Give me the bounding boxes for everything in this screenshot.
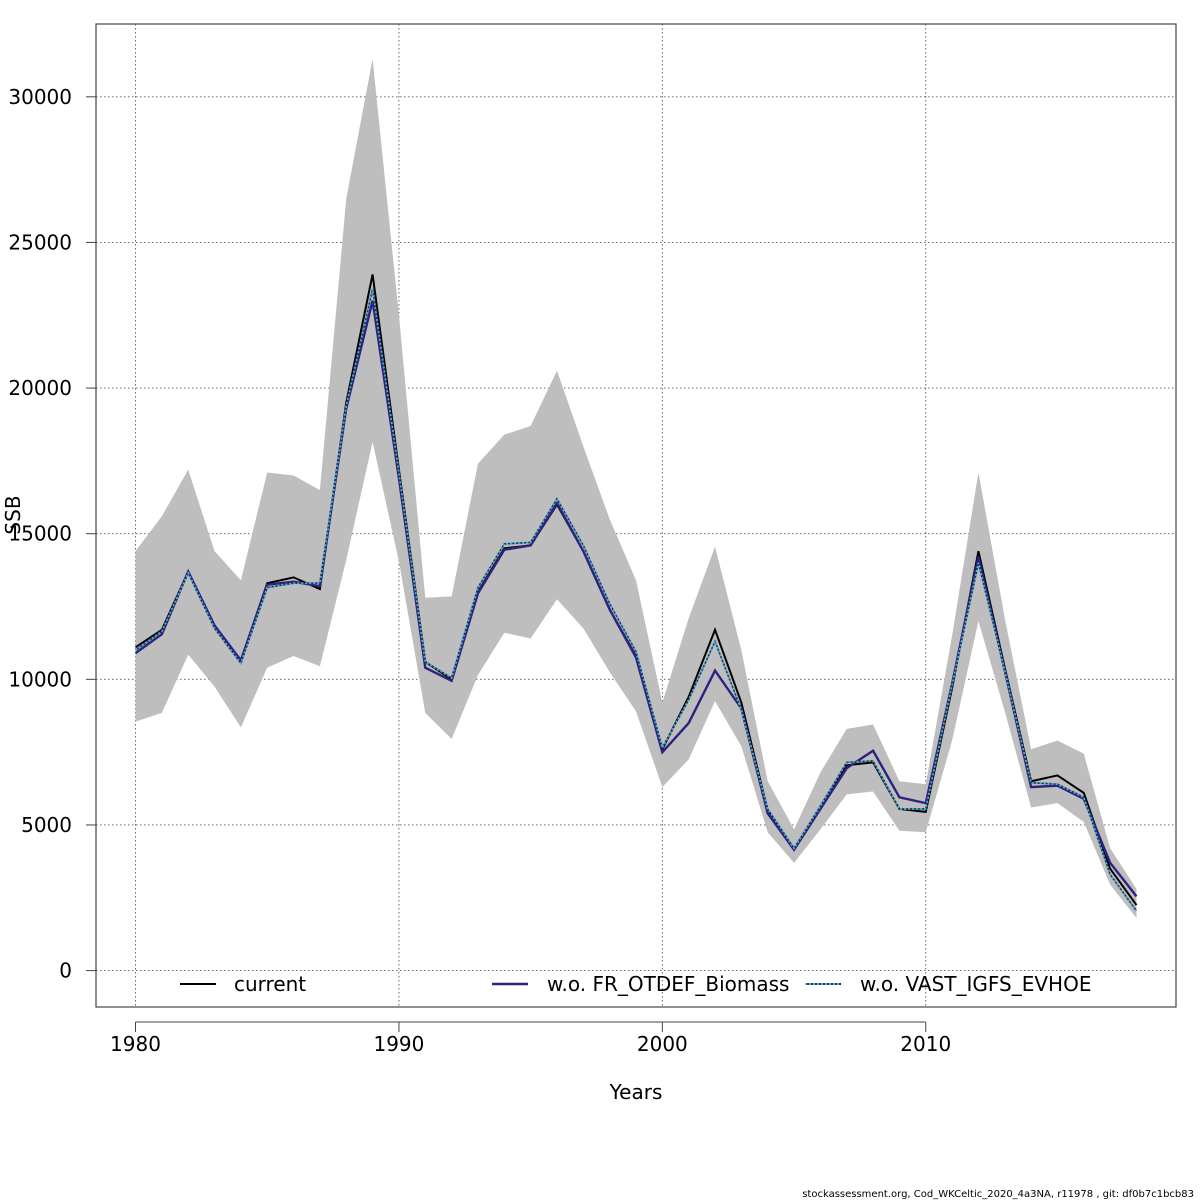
- legend-label-current: current: [234, 972, 306, 996]
- x-tick-label: 1990: [373, 1032, 424, 1056]
- confidence-band-layer: [135, 58, 1137, 919]
- confidence-band: [135, 58, 1137, 919]
- y-axis-title: SSB: [1, 495, 25, 534]
- x-axis-title: Years: [609, 1080, 663, 1104]
- legend-label-w-o-fr-otdef-biomass: w.o. FR_OTDEF_Biomass: [547, 972, 789, 996]
- y-tick-label: 20000: [8, 376, 72, 400]
- legend: current w.o. FR_OTDEF_Biomass w.o. VAST_…: [180, 972, 1091, 996]
- y-tick-label: 25000: [8, 230, 72, 254]
- series-layer: [134, 274, 1138, 912]
- y-tick-label: 0: [59, 959, 72, 983]
- x-tick-label: 2000: [637, 1032, 688, 1056]
- plot-frame: [95, 23, 1177, 1008]
- y-tick-label: 15000: [8, 522, 72, 546]
- y-tick-label: 10000: [8, 667, 72, 691]
- x-tick-label: 1980: [110, 1032, 161, 1056]
- series-line-w-o-vast-igfs-evhoe: [134, 288, 1138, 912]
- axis-layer: 0 5000 10000 15000 20000 25000 30000 1980 1990 20…: [8, 85, 951, 1056]
- x-tick-label: 2010: [900, 1032, 951, 1056]
- footer-source: stockassessment.org, Cod_WKCeltic_2020_4…: [802, 1189, 1194, 1200]
- y-tick-label: 5000: [21, 813, 72, 837]
- legend-label-w-o-vast-igfs-evhoe: w.o. VAST_IGFS_EVHOE: [860, 972, 1091, 996]
- y-tick-label: 30000: [8, 85, 72, 109]
